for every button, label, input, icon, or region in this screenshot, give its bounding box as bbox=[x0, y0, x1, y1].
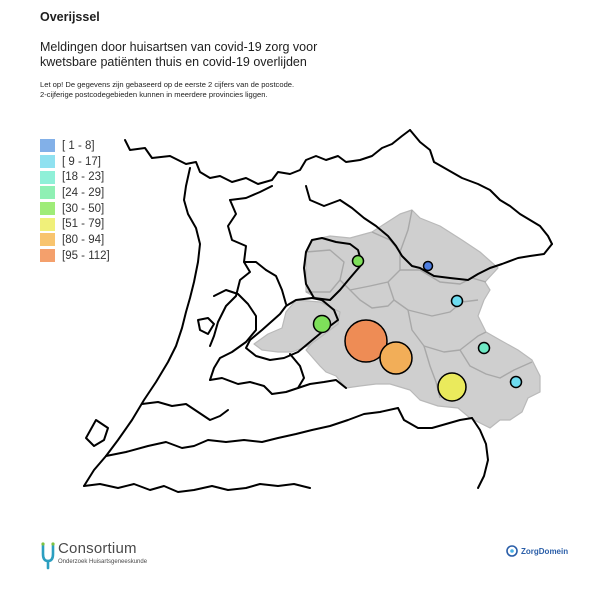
consortium-logo: Consortium Onderzoek Huisartsgeneeskunde bbox=[40, 540, 147, 572]
legend-item: [24 - 29] bbox=[40, 185, 110, 201]
border-east-upper bbox=[409, 129, 553, 245]
zorgdomein-logo-text: ZorgDomein bbox=[521, 546, 569, 556]
marker-north-east[interactable] bbox=[422, 260, 434, 272]
legend-swatch bbox=[40, 170, 55, 184]
coast-north bbox=[124, 129, 411, 185]
legend-swatch bbox=[40, 217, 55, 231]
postcode-border bbox=[400, 269, 487, 285]
lake-west bbox=[197, 317, 215, 335]
marker-south-east[interactable] bbox=[509, 375, 523, 389]
legend-swatch bbox=[40, 155, 55, 169]
holland-south bbox=[141, 401, 229, 421]
postcode-border bbox=[459, 349, 533, 379]
legend-label: [80 - 94] bbox=[62, 233, 105, 246]
noord-holland-inner bbox=[209, 199, 251, 347]
legend: [ 1 - 8] [ 9 - 17] [18 - 23] [24 - 29] [… bbox=[40, 138, 110, 264]
border-west-inland bbox=[305, 185, 341, 207]
rivers bbox=[105, 407, 399, 457]
legend-swatch bbox=[40, 233, 55, 247]
marker-north-west[interactable] bbox=[351, 254, 365, 268]
province-outlines bbox=[83, 129, 553, 493]
marker-centre-west[interactable] bbox=[344, 319, 388, 363]
marker-north-east-2[interactable] bbox=[450, 294, 464, 308]
noord-holland-coast bbox=[83, 167, 201, 487]
gelderland-north bbox=[289, 353, 305, 389]
ijsselmeer-dike bbox=[229, 185, 273, 201]
legend-swatch bbox=[40, 249, 55, 263]
marker-east[interactable] bbox=[477, 341, 491, 355]
brabant-north bbox=[83, 483, 311, 493]
legend-item: [51 - 79] bbox=[40, 216, 110, 232]
legend-item: [18 - 23] bbox=[40, 169, 110, 185]
legend-label: [ 1 - 8] bbox=[62, 139, 95, 152]
flevoland-coast-upper bbox=[265, 269, 287, 305]
legend-item: [ 9 - 17] bbox=[40, 154, 110, 170]
marker-west[interactable] bbox=[312, 314, 332, 334]
zeeland-piece bbox=[85, 419, 109, 447]
legend-swatch bbox=[40, 186, 55, 200]
postcode-border bbox=[399, 209, 413, 253]
legend-item: [30 - 50] bbox=[40, 201, 110, 217]
data-note: Let op! De gegevens zijn gebaseerd op de… bbox=[40, 80, 295, 99]
zorgdomein-logo: ZorgDomein bbox=[506, 543, 568, 559]
legend-label: [24 - 29] bbox=[62, 186, 105, 199]
marker-centre[interactable] bbox=[379, 341, 413, 375]
legend-label: [95 - 112] bbox=[62, 249, 110, 262]
utrecht-border bbox=[209, 377, 347, 395]
postcode-border bbox=[407, 309, 487, 353]
consortium-logo-text: Consortium bbox=[58, 540, 137, 557]
legend-item: [95 - 112] bbox=[40, 248, 110, 264]
marker-south[interactable] bbox=[437, 372, 467, 402]
legend-swatch bbox=[40, 139, 55, 153]
postcode-border bbox=[349, 289, 395, 309]
border-frysian-groningen bbox=[339, 199, 553, 281]
markermeer bbox=[209, 289, 257, 381]
gelderland-east bbox=[397, 407, 473, 429]
consortium-logo-subtext: Onderzoek Huisartsgeneeskunde bbox=[58, 559, 148, 565]
legend-label: [30 - 50] bbox=[62, 202, 105, 215]
zorgdomein-logo-icon bbox=[506, 545, 518, 557]
consortium-logo-icon bbox=[41, 542, 55, 570]
noordoostpolder bbox=[303, 237, 363, 301]
ijsselmeer-south bbox=[243, 261, 267, 271]
legend-label: [18 - 23] bbox=[62, 171, 105, 184]
postcode-border bbox=[305, 249, 345, 293]
legend-label: [ 9 - 17] bbox=[62, 155, 101, 168]
chart-subtitle: Meldingen door huisartsen van covid-19 z… bbox=[40, 40, 318, 69]
postcode-borders bbox=[305, 209, 533, 399]
markers bbox=[312, 254, 523, 402]
border-south-east bbox=[471, 417, 489, 489]
legend-swatch bbox=[40, 202, 55, 216]
region-title: Overijssel bbox=[40, 10, 100, 24]
legend-item: [80 - 94] bbox=[40, 232, 110, 248]
region-area bbox=[253, 209, 541, 429]
region-area-main bbox=[305, 209, 541, 429]
legend-label: [51 - 79] bbox=[62, 218, 105, 231]
region-area-west bbox=[253, 299, 341, 353]
legend-item: [ 1 - 8] bbox=[40, 138, 110, 154]
